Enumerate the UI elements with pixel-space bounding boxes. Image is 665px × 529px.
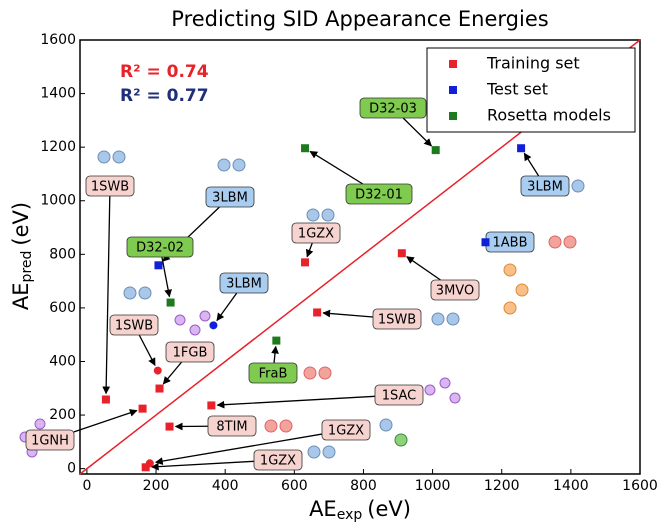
y-tick-label: 1600	[40, 32, 76, 48]
label-arrow	[274, 347, 276, 363]
x-tick-label: 800	[350, 478, 377, 494]
point	[154, 261, 162, 269]
r-squared: R² = 0.77	[120, 86, 209, 106]
r-squared: R² = 0.74	[120, 62, 209, 82]
point	[272, 337, 280, 345]
y-label-main: AE	[9, 282, 33, 310]
x-tick-label: 600	[281, 478, 308, 494]
point-label: D32-02	[136, 241, 184, 256]
point	[139, 405, 147, 413]
point	[166, 423, 174, 431]
y-tick-label: 0	[67, 461, 76, 477]
label-arrow	[139, 335, 155, 365]
label-arrow	[106, 196, 110, 394]
y-label-unit: (eV)	[9, 202, 33, 246]
x-tick-label: 1200	[484, 478, 520, 494]
legend-label: Rosetta models	[487, 106, 611, 125]
x-label-unit: (eV)	[367, 497, 411, 521]
legend: Training set Test set Rosetta models	[427, 48, 635, 132]
point-label: 1FGB	[173, 346, 208, 361]
point	[156, 385, 164, 393]
point-label: 1GZX	[260, 454, 296, 469]
point-label: FraB	[259, 367, 288, 382]
point	[154, 367, 162, 375]
point-label: 1SAC	[382, 389, 417, 404]
x-tick-label: 1400	[553, 478, 589, 494]
point-label: 1SWB	[115, 319, 153, 334]
legend-label: Training set	[486, 54, 580, 73]
point	[301, 144, 309, 152]
label-arrow	[524, 153, 538, 176]
x-tick-label: 0	[82, 478, 91, 494]
point	[167, 299, 175, 307]
label-arrow	[307, 243, 312, 257]
point	[102, 396, 110, 404]
x-label-sub: exp	[337, 507, 363, 523]
point	[398, 249, 406, 257]
label-arrow	[407, 257, 441, 280]
point	[207, 401, 215, 409]
label-arrow	[217, 396, 375, 405]
y-tick-label: 600	[49, 300, 76, 316]
y-tick-label: 400	[49, 353, 76, 369]
point	[301, 258, 309, 266]
point-label: D32-03	[369, 102, 417, 117]
point	[142, 463, 150, 471]
marks	[102, 144, 525, 471]
chart-title: Predicting SID Appearance Energies	[171, 7, 548, 31]
molecule-icons	[20, 151, 584, 458]
x-axis-label: AEexp(eV)	[309, 497, 411, 523]
point-label: 3MVO	[436, 284, 474, 299]
point	[209, 321, 217, 329]
y-tick-label: 200	[49, 407, 76, 423]
point-label: 3LBM	[212, 191, 248, 206]
point-label: 3LBM	[226, 277, 262, 292]
x-label-main: AE	[309, 497, 337, 521]
x-tick-label: 400	[212, 478, 239, 494]
x-tick-label: 1600	[622, 478, 658, 494]
legend-swatch	[449, 86, 457, 94]
x-tick-label: 200	[143, 478, 170, 494]
label-arrow	[323, 313, 373, 317]
y-tick-label: 1400	[40, 86, 76, 102]
label-arrow	[217, 293, 237, 320]
label-arrow	[163, 362, 181, 384]
point-label: 8TIM	[216, 420, 247, 435]
point-label: 1SWB	[378, 313, 416, 328]
point-label: 3LBM	[527, 180, 563, 195]
legend-swatch	[449, 112, 457, 120]
y-axis-label: AEpred (eV)	[9, 202, 35, 310]
point-label: 1GZX	[328, 424, 364, 439]
y-label-sub: pred	[19, 251, 35, 283]
label-arrow	[74, 411, 137, 432]
legend-swatch	[449, 60, 457, 68]
point	[517, 144, 525, 152]
point-label: 1GZX	[298, 227, 334, 242]
y-tick-label: 1000	[40, 193, 76, 209]
point	[432, 146, 440, 154]
point	[481, 238, 489, 246]
label-arrow	[152, 461, 254, 467]
label-arrow	[162, 257, 170, 297]
point-label: 1SWB	[91, 180, 129, 195]
x-tick-label: 1000	[415, 478, 451, 494]
point-label: D32-01	[355, 188, 403, 203]
point-label: 1GNH	[31, 434, 69, 449]
legend-label: Test set	[486, 80, 548, 99]
y-tick-label: 1200	[40, 139, 76, 155]
label-arrow	[310, 151, 363, 184]
point	[313, 308, 321, 316]
point-label: 1ABB	[492, 236, 527, 251]
y-tick-label: 800	[49, 246, 76, 262]
